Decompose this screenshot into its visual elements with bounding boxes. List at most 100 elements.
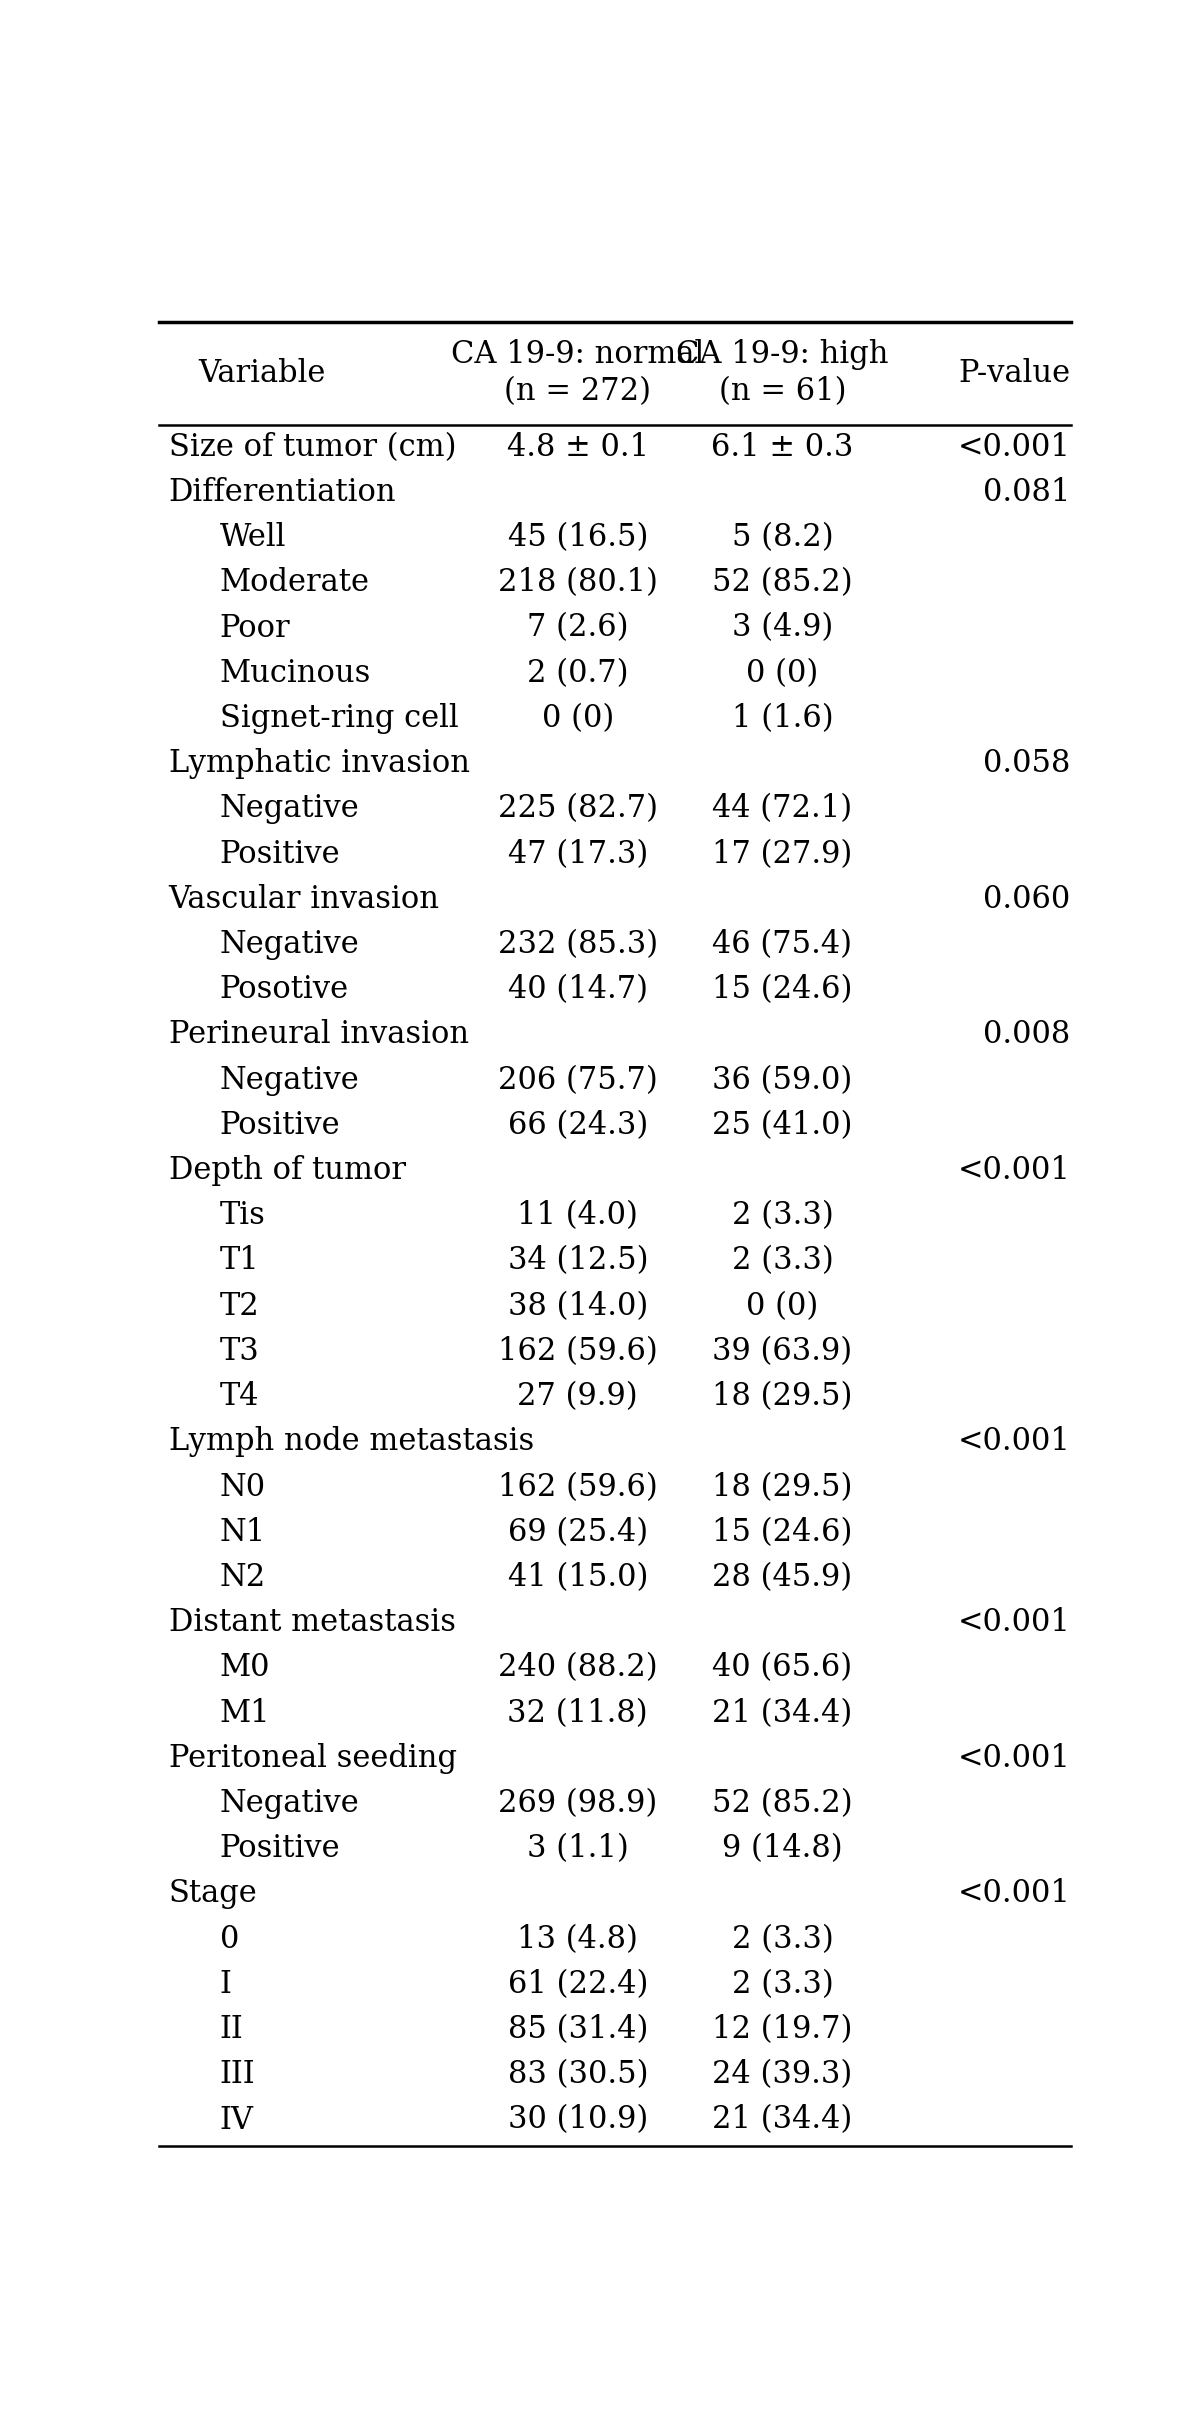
Text: 11 (4.0): 11 (4.0) [517, 1200, 638, 1232]
Text: (n = 272): (n = 272) [504, 378, 652, 407]
Text: 38 (14.0): 38 (14.0) [508, 1290, 648, 1321]
Text: 0.058: 0.058 [983, 748, 1070, 779]
Text: 13 (4.8): 13 (4.8) [517, 1924, 638, 1955]
Text: IV: IV [220, 2105, 253, 2134]
Text: N0: N0 [220, 1471, 266, 1503]
Text: Positive: Positive [220, 1834, 341, 1863]
Text: 32 (11.8): 32 (11.8) [508, 1696, 648, 1728]
Text: 69 (25.4): 69 (25.4) [508, 1517, 648, 1549]
Text: II: II [220, 2013, 244, 2045]
Text: <0.001: <0.001 [958, 1878, 1070, 1909]
Text: III: III [220, 2059, 256, 2091]
Text: Mucinous: Mucinous [220, 658, 371, 690]
Text: 25 (41.0): 25 (41.0) [713, 1111, 852, 1140]
Text: 162 (59.6): 162 (59.6) [498, 1336, 658, 1367]
Text: 28 (45.9): 28 (45.9) [713, 1561, 852, 1592]
Text: 17 (27.9): 17 (27.9) [713, 840, 852, 869]
Text: <0.001: <0.001 [958, 1425, 1070, 1457]
Text: 52 (85.2): 52 (85.2) [712, 566, 853, 598]
Text: T3: T3 [220, 1336, 259, 1367]
Text: T1: T1 [220, 1246, 259, 1275]
Text: 12 (19.7): 12 (19.7) [713, 2013, 852, 2045]
Text: 206 (75.7): 206 (75.7) [498, 1065, 658, 1096]
Text: Depth of tumor: Depth of tumor [168, 1154, 406, 1186]
Text: 1 (1.6): 1 (1.6) [732, 702, 833, 733]
Text: 27 (9.9): 27 (9.9) [517, 1382, 638, 1413]
Text: Size of tumor (cm): Size of tumor (cm) [168, 431, 456, 462]
Text: 39 (63.9): 39 (63.9) [713, 1336, 852, 1367]
Text: 225 (82.7): 225 (82.7) [498, 794, 658, 825]
Text: I: I [220, 1970, 232, 1999]
Text: 0.008: 0.008 [984, 1019, 1070, 1050]
Text: 3 (4.9): 3 (4.9) [732, 612, 833, 644]
Text: Distant metastasis: Distant metastasis [168, 1607, 456, 1638]
Text: 240 (88.2): 240 (88.2) [498, 1653, 658, 1684]
Text: M1: M1 [220, 1696, 270, 1728]
Text: Vascular invasion: Vascular invasion [168, 883, 439, 915]
Text: 34 (12.5): 34 (12.5) [508, 1246, 648, 1275]
Text: Differentiation: Differentiation [168, 477, 396, 508]
Text: 0 (0): 0 (0) [541, 702, 614, 733]
Text: Negative: Negative [220, 1788, 360, 1820]
Text: Lymphatic invasion: Lymphatic invasion [168, 748, 469, 779]
Text: 24 (39.3): 24 (39.3) [713, 2059, 852, 2091]
Text: 4.8 ± 0.1: 4.8 ± 0.1 [506, 431, 649, 462]
Text: Poor: Poor [220, 612, 290, 644]
Text: Perineural invasion: Perineural invasion [168, 1019, 469, 1050]
Text: 6.1 ± 0.3: 6.1 ± 0.3 [712, 431, 853, 462]
Text: Variable: Variable [198, 358, 325, 390]
Text: 30 (10.9): 30 (10.9) [508, 2105, 648, 2134]
Text: (n = 61): (n = 61) [719, 378, 846, 407]
Text: Peritoneal seeding: Peritoneal seeding [168, 1742, 457, 1774]
Text: 83 (30.5): 83 (30.5) [508, 2059, 648, 2091]
Text: <0.001: <0.001 [958, 1607, 1070, 1638]
Text: 2 (3.3): 2 (3.3) [732, 1924, 833, 1955]
Text: CA 19-9: normal: CA 19-9: normal [451, 339, 704, 370]
Text: Negative: Negative [220, 1065, 360, 1096]
Text: 2 (3.3): 2 (3.3) [732, 1200, 833, 1232]
Text: 2 (3.3): 2 (3.3) [732, 1246, 833, 1275]
Text: M0: M0 [220, 1653, 270, 1684]
Text: 36 (59.0): 36 (59.0) [713, 1065, 852, 1096]
Text: 85 (31.4): 85 (31.4) [508, 2013, 648, 2045]
Text: 18 (29.5): 18 (29.5) [713, 1382, 852, 1413]
Text: Signet-ring cell: Signet-ring cell [220, 702, 458, 733]
Text: 269 (98.9): 269 (98.9) [498, 1788, 658, 1820]
Text: T2: T2 [220, 1290, 259, 1321]
Text: 232 (85.3): 232 (85.3) [498, 929, 658, 961]
Text: Negative: Negative [220, 794, 360, 825]
Text: Positive: Positive [220, 1111, 341, 1140]
Text: Positive: Positive [220, 840, 341, 869]
Text: 52 (85.2): 52 (85.2) [712, 1788, 853, 1820]
Text: 61 (22.4): 61 (22.4) [508, 1970, 648, 1999]
Text: 0.081: 0.081 [983, 477, 1070, 508]
Text: Well: Well [220, 523, 286, 554]
Text: Stage: Stage [168, 1878, 257, 1909]
Text: 21 (34.4): 21 (34.4) [713, 2105, 852, 2134]
Text: 21 (34.4): 21 (34.4) [713, 1696, 852, 1728]
Text: CA 19-9: high: CA 19-9: high [676, 339, 889, 370]
Text: 9 (14.8): 9 (14.8) [722, 1834, 842, 1863]
Text: 40 (14.7): 40 (14.7) [508, 975, 648, 1004]
Text: 7 (2.6): 7 (2.6) [527, 612, 629, 644]
Text: <0.001: <0.001 [958, 1742, 1070, 1774]
Text: N1: N1 [220, 1517, 266, 1549]
Text: 41 (15.0): 41 (15.0) [508, 1561, 648, 1592]
Text: N2: N2 [220, 1561, 266, 1592]
Text: 18 (29.5): 18 (29.5) [713, 1471, 852, 1503]
Text: Posotive: Posotive [220, 975, 349, 1004]
Text: 45 (16.5): 45 (16.5) [508, 523, 648, 554]
Text: Negative: Negative [220, 929, 360, 961]
Text: 0.060: 0.060 [984, 883, 1070, 915]
Text: P-value: P-value [959, 358, 1070, 390]
Text: 162 (59.6): 162 (59.6) [498, 1471, 658, 1503]
Text: 3 (1.1): 3 (1.1) [527, 1834, 629, 1863]
Text: 5 (8.2): 5 (8.2) [732, 523, 833, 554]
Text: 44 (72.1): 44 (72.1) [713, 794, 852, 825]
Text: <0.001: <0.001 [958, 431, 1070, 462]
Text: Tis: Tis [220, 1200, 265, 1232]
Text: 47 (17.3): 47 (17.3) [508, 840, 648, 869]
Text: T4: T4 [220, 1382, 259, 1413]
Text: 15 (24.6): 15 (24.6) [713, 975, 852, 1004]
Text: 40 (65.6): 40 (65.6) [713, 1653, 852, 1684]
